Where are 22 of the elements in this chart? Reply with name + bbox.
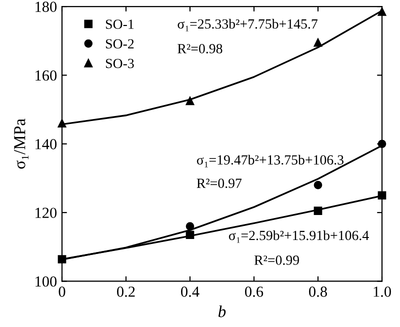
annotation: R²=0.97 xyxy=(196,178,242,188)
y-tick-label: 100 xyxy=(36,276,57,287)
x-tick-label: 0 xyxy=(58,286,66,297)
annotation: σ₁=19.47b²+13.75b+106.3 xyxy=(196,154,344,168)
x-tick-label: 0.2 xyxy=(117,286,135,297)
x-tick-label: 0.6 xyxy=(245,286,264,297)
y-tick-label: 140 xyxy=(36,139,57,150)
y-axis-title: σ₁/MPa xyxy=(14,118,28,169)
legend-label: SO-1 xyxy=(106,20,134,29)
legend-label: SO-2 xyxy=(106,39,134,49)
x-tick-label: 0.4 xyxy=(181,286,200,297)
y-tick-label: 180 xyxy=(36,2,57,12)
annotation: σ₁=25.33b²+7.75b+145.7 xyxy=(178,18,318,32)
x-tick-label: 1.0 xyxy=(374,286,391,297)
y-tick-label: 120 xyxy=(36,208,57,218)
annotation: R²=0.99 xyxy=(254,256,299,265)
legend-label: SO-3 xyxy=(106,58,134,68)
annotation: R²=0.98 xyxy=(178,44,222,54)
x-axis-title: b xyxy=(218,305,226,318)
annotation: σ₁=2.59b²+15.91b+106.4 xyxy=(228,230,369,243)
y-tick-label: 160 xyxy=(36,70,57,81)
x-tick-label: 0.8 xyxy=(309,286,327,297)
